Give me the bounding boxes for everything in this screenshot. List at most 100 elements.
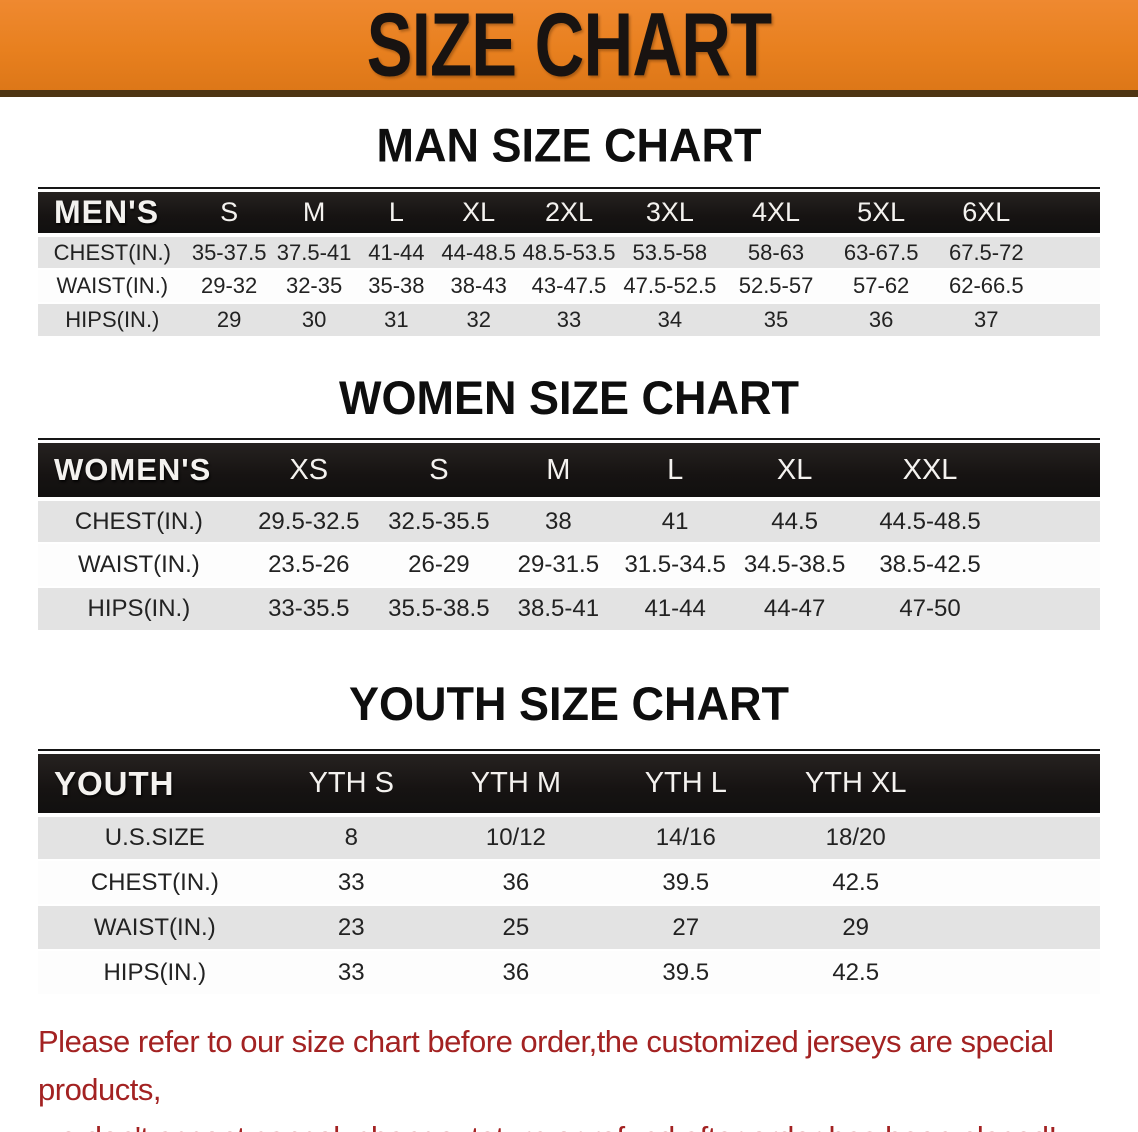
size-value-cell: 39.5 — [662, 868, 710, 896]
filler-cell — [941, 815, 1100, 860]
size-value-cell: 33 — [337, 868, 365, 896]
size-value-cell: 44-47 — [763, 595, 826, 622]
row-label: HIPS(IN.) — [65, 307, 160, 332]
measurement-row: WAIST(IN.) 23 25 27 29 — [38, 905, 1100, 950]
size-value-cell: 23 — [337, 913, 365, 941]
policy-line-1: Please refer to our size chart before or… — [38, 1024, 1054, 1108]
size-value-cell: 34 — [657, 307, 683, 332]
size-value-cell: 62-66.5 — [948, 273, 1024, 298]
policy-line-2: we don't accept cancel, change, teturn o… — [38, 1114, 1100, 1132]
men-size-section: MAN SIZE CHART MEN'S S M L XL 2XL 3XL 4XL 5XL 6XL… — [0, 118, 1138, 338]
size-column-header: S — [377, 443, 500, 501]
table-header-row: YOUTH YTH S YTH M YTH L YTH XL — [38, 754, 1100, 817]
table-header-row: MEN'S S M L XL 2XL 3XL 4XL 5XL 6XL — [38, 192, 1100, 237]
measurement-row: HIPS(IN.) 33 36 39.5 42.5 — [38, 950, 1100, 995]
size-value-cell: 36 — [868, 307, 894, 332]
size-value-cell: 29.5-32.5 — [258, 507, 360, 535]
size-value-cell: 27 — [672, 913, 700, 941]
size-table: MEN'S S M L XL 2XL 3XL 4XL 5XL 6XL CHEST(IN.) 35-3… — [38, 192, 1100, 338]
size-value-cell: 41-44 — [368, 239, 425, 265]
size-column-header: YTH XL — [770, 754, 941, 817]
size-table: YOUTH YTH S YTH M YTH L YTH XL U.S.SIZE 8 10/1… — [38, 754, 1100, 996]
filler-cell — [1004, 543, 1100, 587]
size-value-cell: 42.5 — [832, 868, 880, 896]
measurement-row: CHEST(IN.) 33 36 39.5 42.5 — [38, 860, 1100, 905]
row-label: WAIST(IN.) — [93, 913, 216, 941]
size-value-cell: 25 — [502, 913, 530, 941]
measurement-row: U.S.SIZE 8 10/12 14/16 18/20 — [38, 815, 1100, 860]
size-column-header: 3XL — [616, 192, 723, 237]
women-size-table: WOMEN'S XS S M L XL XXL CHEST(IN.) 29.5-32.5 32.… — [38, 438, 1100, 632]
size-value-cell: 29 — [216, 307, 242, 332]
women-section-heading: WOMEN SIZE CHART — [339, 370, 799, 425]
measurement-row: HIPS(IN.) 29 30 31 32 33 34 35 36 37 — [38, 303, 1100, 337]
size-value-cell: 39.5 — [662, 958, 710, 986]
size-value-cell: 31.5-34.5 — [624, 551, 726, 578]
size-value-cell: 33-35.5 — [268, 595, 350, 622]
size-value-cell: 35 — [763, 307, 789, 332]
table-title-cell: MEN'S — [38, 192, 187, 237]
filler-cell — [940, 754, 1100, 817]
size-value-cell: 38-43 — [450, 273, 507, 298]
size-column-header: YTH M — [430, 754, 601, 817]
measurement-row: CHEST(IN.) 35-37.5 37.5-41 41-44 44-48.5 48.5… — [38, 235, 1100, 269]
row-label: U.S.SIZE — [104, 824, 205, 851]
size-value-cell: 23.5-26 — [268, 551, 350, 578]
size-value-cell: 35-37.5 — [191, 239, 267, 265]
men-section-heading: MAN SIZE CHART — [376, 118, 762, 173]
row-label: WAIST(IN.) — [56, 273, 169, 298]
size-value-cell: 57-62 — [853, 273, 910, 298]
size-value-cell: 32 — [466, 307, 491, 332]
size-value-cell: 44.5 — [771, 507, 818, 535]
size-value-cell: 37 — [974, 307, 999, 332]
banner-title: SIZE CHART — [366, 0, 773, 95]
youth-size-table: YOUTH YTH S YTH M YTH L YTH XL U.S.SIZE 8 10/1… — [38, 749, 1100, 996]
order-policy-notice: Please refer to our size chart before or… — [38, 1018, 1100, 1132]
filler-cell — [1004, 499, 1100, 543]
measurement-row: WAIST(IN.) 29-32 32-35 35-38 38-43 43-47.5 47.… — [38, 269, 1100, 303]
size-value-cell: 29-31.5 — [517, 551, 600, 578]
size-value-cell: 58-63 — [747, 239, 805, 265]
size-column-header: XL — [436, 192, 522, 237]
row-label: WAIST(IN.) — [78, 551, 200, 578]
filler-cell — [1039, 303, 1100, 337]
youth-size-section: YOUTH SIZE CHART YOUTH YTH S YTH M YTH L YTH… — [0, 676, 1138, 996]
row-label: CHEST(IN.) — [74, 507, 203, 535]
measurement-row: WAIST(IN.) 23.5-26 26-29 29-31.5 31.5-34.5 34… — [38, 543, 1100, 587]
size-value-cell: 44-48.5 — [441, 239, 516, 265]
row-label: CHEST(IN.) — [90, 868, 219, 896]
size-value-cell: 14/16 — [655, 824, 716, 851]
size-value-cell: 52.5-57 — [738, 273, 814, 298]
size-column-header: 5XL — [829, 192, 934, 237]
size-value-cell: 30 — [301, 307, 327, 332]
size-value-cell: 34.5-38.5 — [743, 551, 846, 578]
size-column-header: XS — [239, 443, 378, 501]
filler-cell — [1004, 443, 1100, 501]
size-value-cell: 36 — [502, 868, 530, 896]
size-value-cell: 63-67.5 — [843, 239, 919, 265]
filler-cell — [941, 860, 1100, 905]
filler-cell — [941, 950, 1100, 995]
size-column-header: L — [616, 443, 734, 501]
size-column-header: L — [356, 192, 437, 237]
filler-cell — [1039, 235, 1100, 269]
size-value-cell: 10/12 — [485, 824, 546, 851]
size-value-cell: 47.5-52.5 — [623, 273, 717, 298]
size-value-cell: 32-35 — [285, 273, 343, 298]
filler-cell — [941, 905, 1100, 950]
size-value-cell: 38 — [544, 507, 572, 535]
filler-cell — [1039, 192, 1100, 237]
row-label: HIPS(IN.) — [87, 595, 191, 622]
table-header-row: WOMEN'S XS S M L XL XXL — [38, 443, 1100, 501]
size-value-cell: 33 — [556, 307, 582, 332]
size-value-cell: 35-38 — [368, 273, 425, 298]
youth-section-heading: YOUTH SIZE CHART — [348, 676, 789, 731]
size-column-header: 2XL — [521, 192, 617, 237]
size-column-header: XL — [733, 443, 856, 501]
size-value-cell: 26-29 — [408, 551, 470, 578]
size-value-cell: 53.5-58 — [632, 239, 708, 265]
size-column-header: YTH L — [600, 754, 771, 817]
size-value-cell: 41 — [661, 507, 689, 535]
filler-cell — [1004, 587, 1100, 631]
size-column-header: XXL — [855, 443, 1005, 501]
